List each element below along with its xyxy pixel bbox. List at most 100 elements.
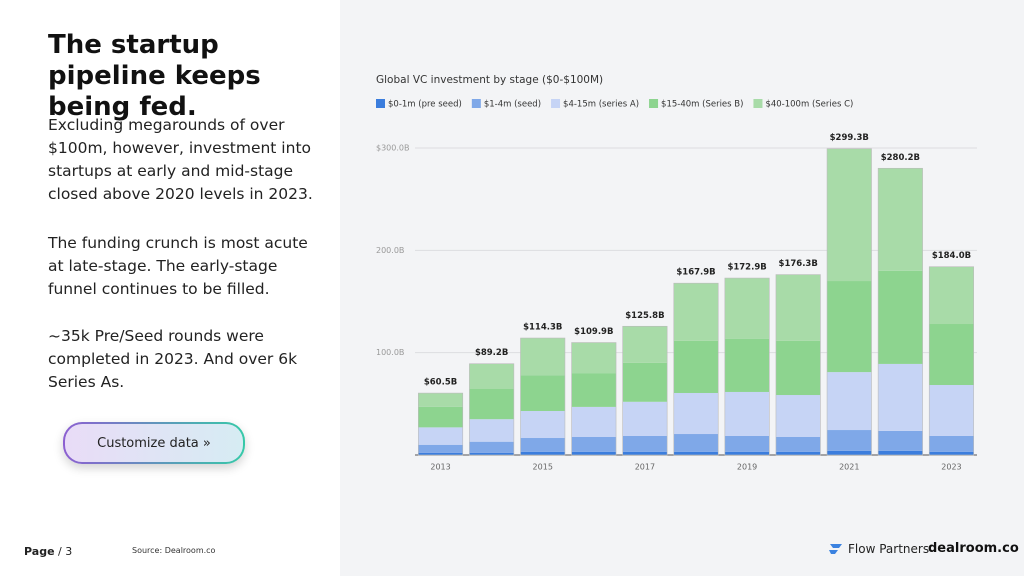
bar-segment [418, 444, 463, 453]
logo-text: Flow Partners [848, 542, 930, 556]
bar-segment [827, 430, 872, 451]
bar-segment [827, 148, 872, 282]
legend-swatch [376, 99, 385, 108]
bar-segment [775, 274, 821, 341]
bar-segment [827, 372, 872, 431]
x-tick-label: 2023 [941, 463, 961, 472]
bar-segment [827, 281, 872, 373]
bar-segment [520, 451, 565, 455]
x-tick-label: 2019 [737, 463, 757, 472]
bar-segment [571, 342, 617, 374]
bar-outline [826, 148, 872, 456]
total-label: $172.9B [727, 263, 766, 273]
legend-swatch [753, 99, 763, 108]
bar-outline [622, 325, 668, 456]
left-panel: The startup pipeline keeps being fed. Ex… [0, 0, 340, 576]
bar-segment [622, 451, 668, 455]
bar-segment [878, 270, 923, 364]
bar-segment [775, 451, 821, 455]
total-label: $280.2B [881, 153, 920, 163]
bar-segment [878, 430, 923, 451]
bar-segment [571, 436, 617, 452]
bar-segment [571, 451, 617, 455]
bar-segment [622, 401, 668, 436]
bar-outline [877, 167, 923, 456]
source: Source: Dealroom.co [132, 546, 216, 555]
bar-segment [520, 375, 565, 411]
legend-label: $0-1m (pre seed) [388, 100, 462, 110]
total-label: $60.5B [424, 378, 457, 388]
bar-segment [775, 436, 821, 452]
legend-label: $4-15m (series A) [563, 100, 639, 110]
legend-label: $1-4m (seed) [484, 100, 541, 110]
legend-swatch [551, 99, 561, 108]
x-tick-label: 2015 [533, 463, 553, 472]
slide-title: The startup pipeline keeps being fed. [48, 30, 261, 122]
logo: Flow Partners [828, 542, 929, 556]
bar-segment [520, 410, 565, 439]
paragraph: ~35k Pre/Seed rounds were completed in 2… [48, 327, 298, 391]
bar-segment [929, 435, 974, 452]
y-tick-label: $300.0B [376, 144, 409, 153]
bar-segment [418, 406, 463, 428]
bar-segment [622, 362, 668, 402]
bar-segment [469, 363, 514, 389]
bar-segment [878, 450, 923, 455]
bar-segment [673, 434, 719, 452]
bar-outline [571, 342, 617, 456]
customize-button[interactable]: Customize data » [63, 422, 245, 464]
total-label: $299.3B [830, 133, 869, 143]
bar-segment [418, 427, 463, 445]
bar-segment [929, 324, 974, 386]
bar-segment [775, 395, 821, 437]
paragraph: Excluding megarounds of over $100m, howe… [48, 116, 313, 203]
bar-segment [673, 283, 719, 341]
bar-outline [673, 282, 719, 456]
logo-icon [829, 544, 842, 554]
bar-segment [520, 338, 565, 376]
total-label: $125.8B [625, 311, 664, 321]
bar-outline [724, 277, 770, 456]
bar-segment [469, 388, 514, 420]
bar-segment [469, 452, 514, 455]
bar-segment [469, 441, 514, 453]
bar-segment [469, 419, 514, 442]
bar-segment [724, 338, 770, 392]
total-label: $109.9B [574, 327, 613, 337]
bar-outline [469, 363, 515, 456]
bar-outline [418, 392, 464, 456]
total-label: $184.0B [932, 251, 971, 261]
bar-segment [827, 450, 872, 455]
x-tick-label: 2017 [635, 463, 655, 472]
y-tick-label: 200.0B [376, 246, 404, 255]
legend-swatch [649, 99, 659, 108]
bar-outline [520, 337, 566, 456]
bar-segment [724, 278, 770, 339]
page-number: / 3 [58, 545, 73, 558]
bar-segment [673, 451, 719, 455]
chart: Global VC investment by stage ($0-$100M)… [376, 74, 977, 472]
bar-segment [929, 266, 974, 325]
y-tick-label: 100.0B [376, 348, 404, 357]
bar-segment [724, 391, 770, 436]
bar-segment [418, 452, 463, 455]
total-label: $89.2B [475, 348, 508, 358]
bar-outline [928, 266, 974, 456]
logo: dealroom.co [928, 541, 1019, 556]
total-label: $167.9B [676, 268, 715, 278]
bar-outline [775, 274, 821, 456]
bar-segment [673, 340, 719, 393]
chart-title: Global VC investment by stage ($0-$100M) [376, 74, 603, 86]
bar-segment [622, 326, 668, 363]
legend-swatch [471, 99, 481, 108]
x-tick-label: 2021 [839, 463, 859, 472]
page-indicator: Page / 3 [24, 545, 72, 558]
bar-segment [929, 451, 974, 455]
bar-segment [724, 435, 770, 452]
total-label: $114.3B [523, 323, 562, 333]
bar-segment [622, 435, 668, 452]
bar-segment [775, 340, 821, 396]
bar-segment [520, 438, 565, 452]
page-label: Page [24, 545, 55, 558]
